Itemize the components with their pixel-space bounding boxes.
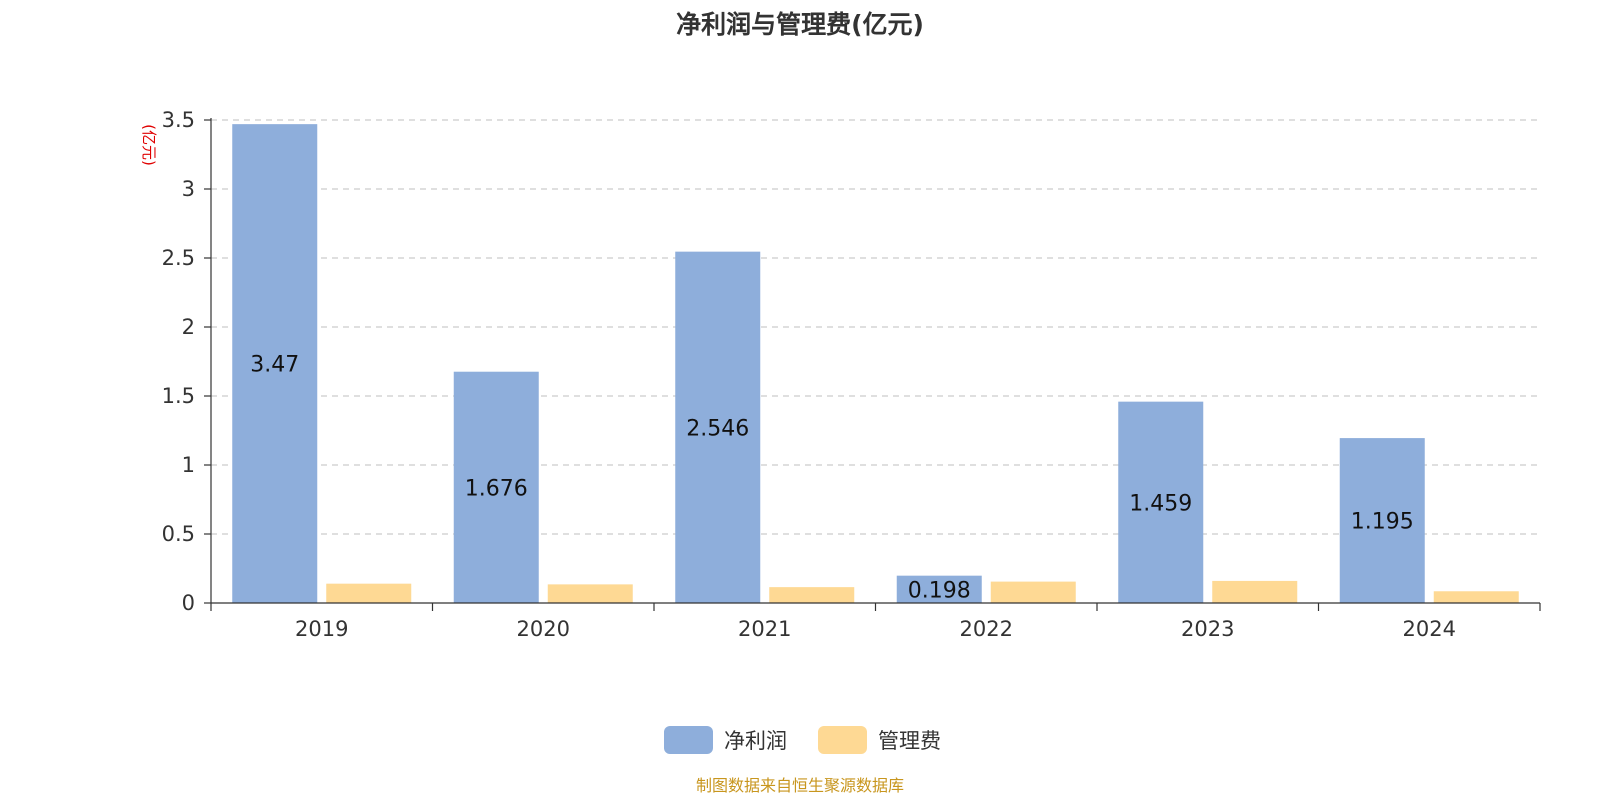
legend-label: 管理费 (878, 729, 941, 753)
y-tick-label: 1.5 (162, 384, 195, 408)
x-tick-label: 2022 (960, 617, 1013, 641)
x-tick-label: 2019 (295, 617, 348, 641)
y-tick-label: 0 (182, 591, 195, 615)
data-label: 1.459 (1129, 491, 1192, 516)
y-tick-label: 2 (182, 315, 195, 339)
bars: 3.47 1.676 2.546 0.198 1.459 1.195 (232, 124, 1519, 603)
data-label: 1.195 (1351, 510, 1414, 535)
bar-net-profit (453, 371, 539, 603)
legend: 净利润 管理费 (664, 726, 941, 754)
data-label: 1.676 (465, 476, 528, 501)
data-label: 2.546 (686, 416, 749, 441)
bar-admin-expense (769, 587, 855, 603)
bar-admin-expense (1433, 591, 1519, 603)
x-tick-label: 2023 (1181, 617, 1234, 641)
legend-swatch (818, 726, 867, 754)
legend-label: 净利润 (724, 729, 787, 753)
bar-net-profit (675, 251, 761, 604)
legend-swatch (664, 726, 713, 754)
x-tick-label: 2024 (1403, 617, 1456, 641)
y-tick-label: 0.5 (162, 522, 195, 546)
axes: 0 0.5 1 1.5 2 2.5 3 3.5 2019 2020 2021 2022 2023 2024 (162, 108, 1541, 641)
x-tick-label: 2021 (738, 617, 791, 641)
bar-admin-expense (547, 584, 633, 603)
bar-net-profit (232, 124, 318, 603)
bar-net-profit (1118, 401, 1204, 603)
y-axis-unit-label: (亿元) (140, 124, 158, 166)
bar-admin-expense (1212, 580, 1298, 603)
data-label: 3.47 (250, 353, 299, 378)
gridlines (211, 119, 1540, 535)
bar-net-profit (896, 575, 982, 603)
source-note: 制图数据来自恒生聚源数据库 (696, 776, 904, 795)
bar-net-profit (1339, 438, 1425, 603)
y-tick-label: 3 (182, 177, 195, 201)
bar-admin-expense (326, 583, 412, 603)
bar-admin-expense (990, 581, 1076, 603)
data-label: 0.198 (908, 578, 971, 603)
y-tick-label: 1 (182, 453, 195, 477)
chart-title: 净利润与管理费(亿元) (676, 10, 924, 39)
y-tick-label: 2.5 (162, 246, 195, 270)
y-tick-label: 3.5 (162, 108, 195, 132)
x-tick-label: 2020 (517, 617, 570, 641)
